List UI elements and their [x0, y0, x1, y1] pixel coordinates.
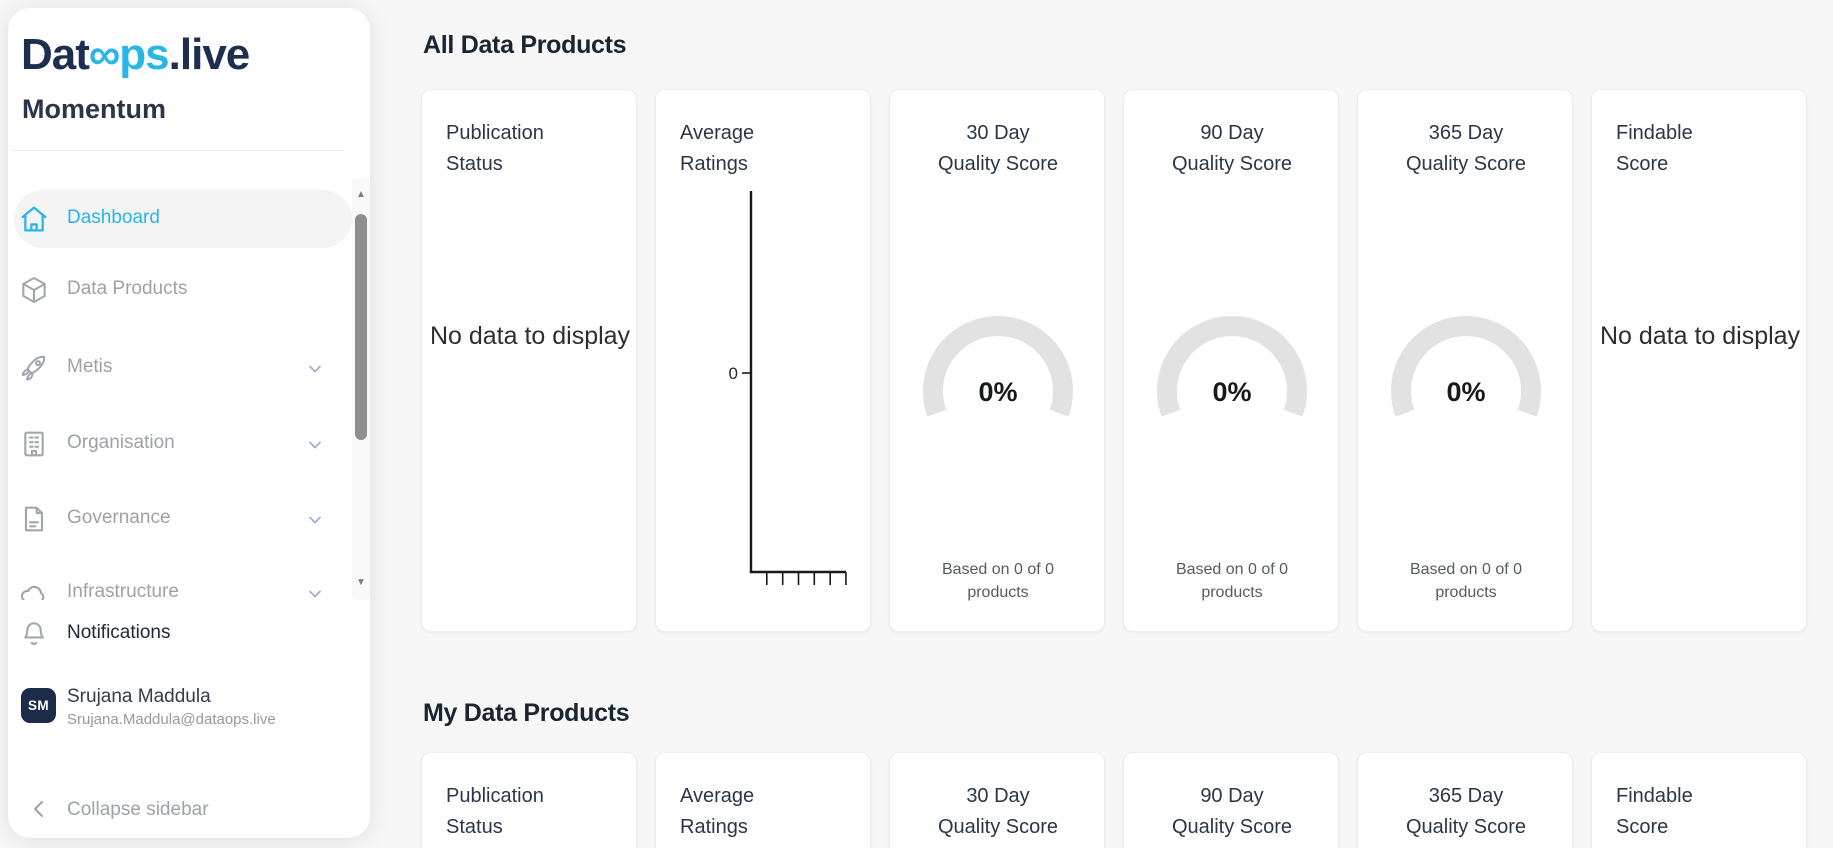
- sidebar-item-notifications[interactable]: Notifications: [8, 610, 352, 658]
- sidebar-item-dashboard[interactable]: Dashboard: [8, 190, 352, 248]
- gauge-chart: 0%: [923, 316, 1073, 417]
- card-title: 30 Day Quality Score: [937, 122, 1059, 175]
- scroll-up-arrow-icon[interactable]: ▲: [356, 189, 366, 200]
- home-icon: [21, 206, 47, 232]
- scrollbar-thumb[interactable]: [355, 214, 367, 440]
- chevron-down-icon[interactable]: [306, 436, 324, 454]
- brand-logo: Dat∞ps.live: [21, 30, 251, 80]
- sidebar-item-label: Dashboard: [67, 207, 160, 228]
- sidebar-divider: [12, 150, 344, 151]
- logo-text-blue: ps: [119, 30, 169, 79]
- gauge-value: 0%: [978, 377, 1017, 407]
- sidebar-item-organisation[interactable]: Organisation: [8, 415, 352, 473]
- sidebar-item-label: Metis: [67, 356, 113, 377]
- gauge-value: 0%: [1212, 377, 1251, 407]
- card-90-day-quality-score: 90 Day Quality Score: [1123, 752, 1339, 848]
- avatar: SM: [21, 688, 56, 723]
- card-title: Findable Score: [1616, 785, 1693, 838]
- card-title: 90 Day Quality Score: [1171, 785, 1293, 838]
- infinity-icon: ∞: [88, 30, 120, 79]
- chevron-down-icon[interactable]: [306, 360, 324, 378]
- building-icon: [24, 431, 44, 457]
- user-name: Srujana Maddula: [67, 686, 211, 707]
- gauge-chart: 0%: [1157, 316, 1307, 417]
- sidebar-item-infrastructure[interactable]: Infrastructure: [8, 564, 352, 600]
- logo-text-dark: Dat: [21, 30, 90, 79]
- sidebar-scrollbar[interactable]: ▲ ▼: [352, 178, 370, 600]
- no-data-message: No data to display: [1599, 322, 1801, 350]
- card-30-day-quality-score: 30 Day Quality Score 0% Based on 0 of 0 p…: [889, 89, 1105, 632]
- rocket-icon: [21, 355, 46, 381]
- cloud-icon: [20, 585, 45, 600]
- product-name: Momentum: [22, 94, 166, 124]
- chevron-left-icon: [34, 801, 43, 817]
- collapse-sidebar-label: Collapse sidebar: [67, 799, 209, 820]
- card-title: Average Ratings: [680, 122, 755, 175]
- card-average-ratings: Average Ratings 0: [655, 89, 871, 632]
- user-email: Srujana.Maddula@dataops.live: [67, 711, 276, 728]
- card-publication-status: Publication Status: [421, 752, 637, 848]
- sidebar-item-label: Governance: [67, 507, 171, 528]
- card-title: Publication Status: [446, 122, 544, 175]
- sidebar-item-label: Data Products: [67, 278, 188, 299]
- gauge-track-arc: [923, 316, 1073, 417]
- card-title: Findable Score: [1616, 122, 1693, 175]
- card-publication-status: Publication Status No data to display: [421, 89, 637, 632]
- chart-x-ticks: [766, 572, 847, 585]
- section-heading-all-data-products: All Data Products: [423, 31, 627, 59]
- empty-chart: 0: [729, 191, 847, 585]
- bell-icon: [24, 622, 44, 646]
- section-heading-my-data-products: My Data Products: [423, 699, 630, 727]
- active-pill: [14, 190, 352, 248]
- card-title: Publication Status: [446, 785, 544, 838]
- scroll-down-arrow-icon[interactable]: ▼: [356, 577, 366, 588]
- sidebar-nav: Dashboard Data Products Metis: [8, 168, 352, 600]
- sidebar: Dat∞ps.live Momentum Dashboard Data Prod…: [8, 8, 370, 838]
- sidebar-item-label: Infrastructure: [67, 581, 179, 600]
- document-icon: [24, 506, 44, 532]
- gauge-caption: Based on 0 of 0 products: [941, 561, 1055, 601]
- gauge-value: 0%: [1446, 377, 1485, 407]
- gauge-caption: Based on 0 of 0 products: [1175, 561, 1289, 601]
- logo-text-suffix: .live: [168, 30, 251, 79]
- sidebar-item-metis[interactable]: Metis: [8, 339, 352, 397]
- gauge-track-arc: [1391, 316, 1541, 417]
- card-findable-score: Findable Score No data to display: [1591, 89, 1807, 632]
- gauge-track-arc: [1157, 316, 1307, 417]
- gauge-chart: 0%: [1391, 316, 1541, 417]
- card-title: Average Ratings: [680, 785, 755, 838]
- card-title: 365 Day Quality Score: [1405, 785, 1527, 838]
- chevron-down-icon[interactable]: [306, 511, 324, 529]
- chevron-down-icon[interactable]: [306, 585, 324, 600]
- sidebar-item-governance[interactable]: Governance: [8, 490, 352, 548]
- notifications-label: Notifications: [67, 622, 171, 643]
- card-title: 30 Day Quality Score: [937, 785, 1059, 838]
- sidebar-item-label: Organisation: [67, 432, 175, 453]
- no-data-message: No data to display: [429, 322, 631, 350]
- card-findable-score: Findable Score: [1591, 752, 1807, 848]
- card-30-day-quality-score: 30 Day Quality Score: [889, 752, 1105, 848]
- gauge-caption: Based on 0 of 0 products: [1409, 561, 1523, 601]
- card-365-day-quality-score: 365 Day Quality Score: [1357, 752, 1573, 848]
- card-365-day-quality-score: 365 Day Quality Score 0% Based on 0 of 0 …: [1357, 89, 1573, 632]
- card-title: 90 Day Quality Score: [1171, 122, 1293, 175]
- card-90-day-quality-score: 90 Day Quality Score 0% Based on 0 of 0 p…: [1123, 89, 1339, 632]
- cube-icon: [22, 276, 46, 304]
- card-title: 365 Day Quality Score: [1405, 122, 1527, 175]
- card-average-ratings: Average Ratings: [655, 752, 871, 848]
- chart-y-tick-label: 0: [729, 364, 738, 383]
- collapse-sidebar-button[interactable]: Collapse sidebar: [8, 790, 352, 830]
- sidebar-item-data-products[interactable]: Data Products: [8, 261, 352, 319]
